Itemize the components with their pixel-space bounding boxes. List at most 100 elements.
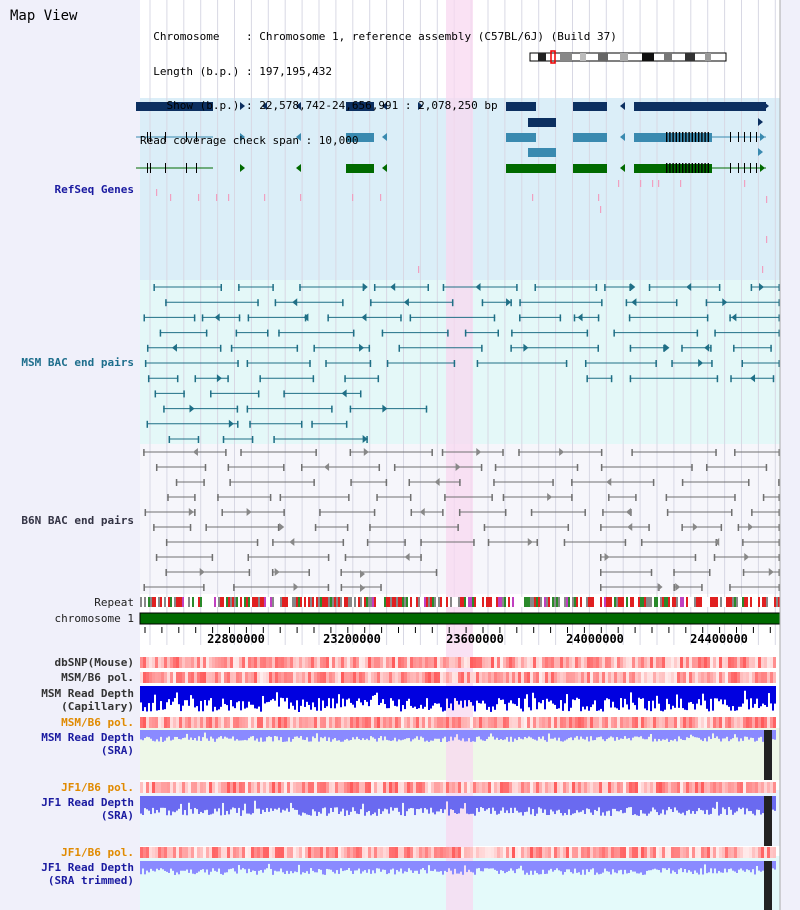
- polymorphism-cell: [149, 847, 152, 858]
- read-depth-bar: [238, 686, 240, 702]
- read-depth-bar: [300, 796, 302, 816]
- polymorphism-cell: [527, 657, 530, 668]
- polymorphism-cell: [224, 717, 227, 728]
- read-depth-bar: [160, 686, 162, 702]
- read-depth-bar: [612, 730, 614, 738]
- polymorphism-cell: [437, 657, 440, 668]
- bac-end-arrow: [434, 478, 440, 486]
- track-label-msm-b6-pol-1[interactable]: MSM/B6 pol.: [61, 671, 134, 684]
- read-depth-bar: [362, 686, 364, 706]
- msm-bac-end: [246, 405, 249, 413]
- read-depth-bar: [368, 796, 370, 811]
- read-depth-bar: [214, 730, 216, 742]
- exon-tick: [186, 132, 187, 142]
- repeat-element: [638, 597, 640, 607]
- repeat-element: [776, 597, 778, 607]
- msm-bac-end: [296, 344, 299, 352]
- repeat-element: [630, 597, 632, 607]
- read-depth-bar: [696, 796, 698, 812]
- repeat-element: [662, 597, 664, 607]
- read-depth-bar: [712, 796, 714, 808]
- read-depth-bar: [672, 686, 674, 706]
- read-depth-bar: [242, 861, 244, 869]
- bac-end-arrow: [657, 583, 663, 591]
- track-label-repeat[interactable]: Repeat: [94, 596, 134, 609]
- msm-bac-end: [311, 420, 313, 428]
- track-label-dbsnp[interactable]: dbSNP(Mouse): [54, 656, 134, 669]
- track-label-jf1-b6-pol-1[interactable]: JF1/B6 pol.: [61, 781, 134, 794]
- read-depth-bar: [482, 730, 484, 741]
- read-depth-bar: [666, 730, 668, 739]
- b6n-bac-end: [279, 494, 282, 501]
- read-depth-bar: [738, 730, 740, 742]
- track-label-jf1-depth-sra[interactable]: JF1 Read Depth (SRA): [41, 796, 134, 822]
- track-label-msm-b6-pol-2[interactable]: MSM/B6 pol.: [61, 716, 134, 729]
- read-depth-bar: [392, 796, 394, 811]
- read-depth-bar: [302, 796, 304, 813]
- track-label-b6n-bac[interactable]: B6N BAC end pairs: [21, 514, 134, 527]
- repeat-element: [404, 597, 406, 607]
- read-depth-bar: [466, 730, 468, 742]
- read-depth-bar: [200, 861, 202, 870]
- polymorphism-cell: [458, 847, 461, 858]
- repeat-element: [168, 597, 170, 607]
- polymorphism-cell: [698, 782, 701, 793]
- polymorphism-cell: [401, 657, 404, 668]
- read-depth-bar: [642, 861, 644, 875]
- polymorphism-cell: [707, 657, 710, 668]
- read-depth-bar: [618, 796, 620, 812]
- repeat-element: [376, 597, 378, 607]
- repeat-element: [768, 597, 770, 607]
- polymorphism-cell: [428, 782, 431, 793]
- read-depth-bar: [376, 686, 378, 693]
- polymorphism-cell: [482, 847, 485, 858]
- b6n-bac-end: [648, 524, 650, 531]
- polymorphism-cell: [146, 657, 149, 668]
- polymorphism-cell: [590, 782, 593, 793]
- read-depth-bar: [752, 796, 754, 814]
- read-depth-bar: [176, 686, 178, 693]
- b6n-bac-end: [155, 554, 158, 561]
- snp-mark: [766, 236, 768, 243]
- polymorphism-cell: [266, 782, 269, 793]
- polymorphism-cell: [524, 782, 527, 793]
- repeat-element: [648, 597, 650, 607]
- read-depth-bar: [648, 796, 650, 814]
- read-depth-bar: [338, 686, 340, 695]
- polymorphism-cell: [332, 847, 335, 858]
- read-depth-bar: [698, 861, 700, 875]
- track-label-msm-depth-capillary[interactable]: MSM Read Depth (Capillary): [41, 687, 134, 713]
- b6n-bac-end: [459, 479, 461, 486]
- repeat-element: [286, 597, 288, 607]
- read-depth-bar: [270, 686, 272, 701]
- read-depth-bar: [394, 796, 396, 808]
- track-label-refseq[interactable]: RefSeq Genes: [54, 183, 134, 196]
- polymorphism-cell: [350, 847, 353, 858]
- polymorphism-cell: [311, 717, 314, 728]
- track-label-msm-depth-sra[interactable]: MSM Read Depth (SRA): [41, 731, 134, 757]
- read-depth-bar: [716, 686, 718, 699]
- polymorphism-cell: [215, 657, 218, 668]
- polymorphism-cell: [182, 672, 185, 683]
- read-depth-bar: [340, 861, 342, 869]
- polymorphism-cell: [632, 717, 635, 728]
- polymorphism-cell: [299, 782, 302, 793]
- gene-exon: [506, 133, 536, 142]
- repeat-element: [736, 597, 738, 607]
- polymorphism-cell: [653, 657, 656, 668]
- read-depth-bar: [702, 861, 704, 875]
- b6n-bac-end: [602, 509, 604, 516]
- repeat-element: [402, 597, 404, 607]
- read-depth-bar: [300, 686, 302, 706]
- polymorphism-cell: [752, 847, 755, 858]
- read-depth-bar: [170, 730, 172, 741]
- track-label-jf1-depth-trimmed[interactable]: JF1 Read Depth (SRA trimmed): [41, 861, 134, 887]
- polymorphism-cell: [584, 782, 587, 793]
- track-label-jf1-b6-pol-2[interactable]: JF1/B6 pol.: [61, 846, 134, 859]
- track-label-msm-bac[interactable]: MSM BAC end pairs: [21, 356, 134, 369]
- read-depth-bar: [196, 861, 198, 873]
- polymorphism-cell: [710, 657, 713, 668]
- polymorphism-cell: [548, 657, 551, 668]
- read-depth-bar: [720, 796, 722, 814]
